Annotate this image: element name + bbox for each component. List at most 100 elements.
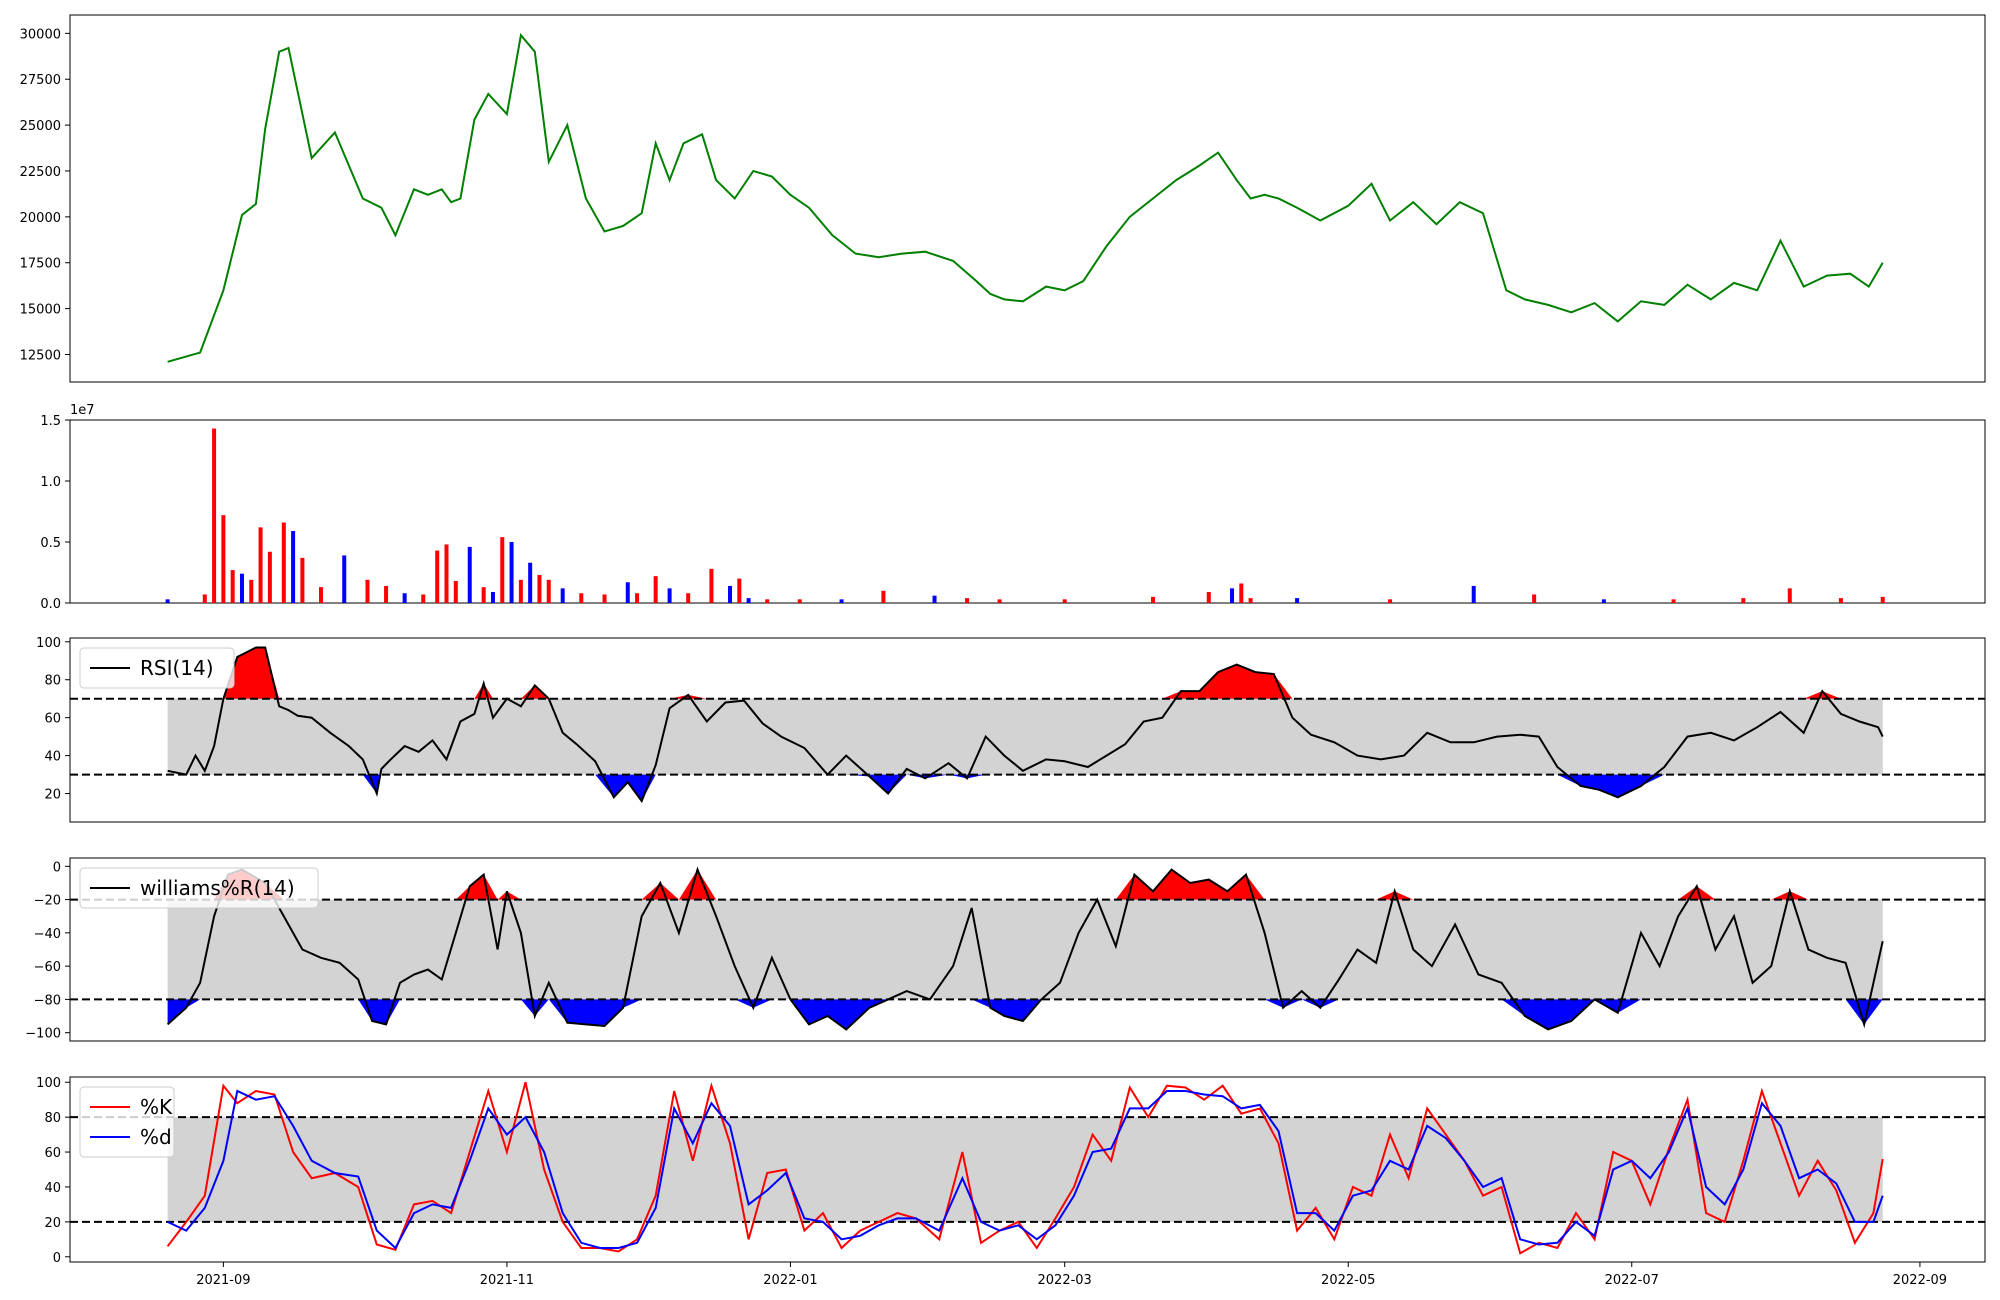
x-tick-label: 2022-07 bbox=[1605, 1273, 1659, 1288]
volume-bar bbox=[709, 568, 714, 603]
legend-box bbox=[79, 647, 235, 689]
volume-bar bbox=[560, 588, 565, 603]
legend-label: %d bbox=[140, 1125, 172, 1149]
rsi-overbought-fill bbox=[167, 647, 1883, 699]
volume-bar bbox=[1741, 598, 1746, 603]
volume-bar bbox=[746, 598, 751, 603]
volume-bar bbox=[291, 531, 296, 603]
volume-bar bbox=[765, 599, 770, 603]
volume-bar bbox=[435, 550, 440, 603]
volume-bar bbox=[509, 542, 514, 603]
4-ytick-label: 100 bbox=[36, 1076, 61, 1091]
williams-oversold-fill bbox=[167, 999, 1883, 1030]
3-ytick-label: 0 bbox=[53, 860, 61, 875]
stochastic-panel-frame bbox=[69, 1076, 1986, 1263]
4-ytick-label: 60 bbox=[44, 1146, 61, 1161]
volume-bar bbox=[737, 578, 742, 603]
3-ytick-label: −100 bbox=[25, 1027, 61, 1042]
volume-bar bbox=[1532, 594, 1537, 603]
volume-bar bbox=[421, 594, 426, 603]
volume-bar bbox=[365, 579, 370, 603]
volume-bar bbox=[267, 551, 272, 603]
volume-bar bbox=[1206, 592, 1211, 603]
3-ytick-label: −60 bbox=[34, 960, 61, 975]
volume-bar bbox=[500, 537, 505, 603]
volume-bar bbox=[249, 579, 254, 603]
legend-label: williams%R(14) bbox=[140, 876, 295, 900]
volume-bar bbox=[402, 593, 407, 603]
stoch-d-line bbox=[167, 1089, 1884, 1250]
volume-bar bbox=[839, 599, 844, 603]
volume-bar bbox=[1295, 598, 1300, 603]
1-ytick-label: 1.5 bbox=[40, 414, 61, 429]
williams-overbought-fill bbox=[167, 869, 1883, 900]
rsi-neutral-band bbox=[167, 698, 1883, 775]
volume-bar bbox=[384, 585, 389, 603]
volume-bar bbox=[932, 595, 937, 603]
4-ytick-label: 40 bbox=[44, 1181, 61, 1196]
williams-panel-frame bbox=[69, 857, 1986, 1042]
x-tick-label: 2022-09 bbox=[1893, 1273, 1947, 1288]
volume-bar bbox=[1062, 599, 1067, 603]
volume-bar bbox=[1471, 585, 1476, 603]
0-ytick-label: 27500 bbox=[20, 73, 61, 88]
volume-bar bbox=[212, 428, 217, 603]
volume-bar bbox=[528, 562, 533, 603]
2-ytick-label: 100 bbox=[36, 636, 61, 651]
2-ytick-label: 60 bbox=[44, 712, 61, 727]
1-ytick-label: 0.0 bbox=[40, 597, 61, 612]
3-ytick-label: −40 bbox=[34, 927, 61, 942]
0-ytick-label: 12500 bbox=[20, 348, 61, 363]
volume-bar bbox=[221, 515, 226, 603]
volume-bar bbox=[258, 527, 263, 603]
0-ytick-label: 17500 bbox=[20, 257, 61, 272]
volume-bar bbox=[467, 546, 472, 603]
volume-bar bbox=[546, 579, 551, 603]
volume-bar bbox=[165, 599, 170, 603]
x-tick-label: 2022-05 bbox=[1321, 1273, 1375, 1288]
rsi-line bbox=[167, 646, 1884, 804]
volume-bar bbox=[481, 587, 486, 603]
volume-bar bbox=[342, 555, 347, 603]
volume-bar bbox=[797, 599, 802, 603]
volume-bar bbox=[537, 574, 542, 603]
volume-bar bbox=[997, 599, 1002, 603]
3-ytick-label: −80 bbox=[34, 993, 61, 1008]
x-tick-label: 2022-01 bbox=[763, 1273, 817, 1288]
volume-bar bbox=[1388, 599, 1393, 603]
volume-bar bbox=[602, 594, 607, 603]
0-ytick-label: 20000 bbox=[20, 211, 61, 226]
volume-bar bbox=[300, 557, 305, 603]
volume-bar bbox=[653, 576, 658, 603]
1-ytick-label: 0.5 bbox=[40, 536, 61, 551]
legend-box bbox=[79, 1086, 175, 1158]
volume-bar bbox=[881, 590, 886, 603]
volume-bar bbox=[444, 544, 449, 603]
rsi-panel-frame bbox=[69, 637, 1986, 823]
2-ytick-label: 80 bbox=[44, 674, 61, 689]
0-ytick-label: 25000 bbox=[20, 119, 61, 134]
volume-bar bbox=[230, 570, 235, 603]
volume-bar bbox=[1248, 598, 1253, 603]
0-ytick-label: 22500 bbox=[20, 165, 61, 180]
price-line bbox=[167, 32, 1884, 363]
legend-box bbox=[79, 867, 319, 909]
1-ytick-label: 1.0 bbox=[40, 475, 61, 490]
volume-bar bbox=[667, 588, 672, 603]
volume-panel-frame bbox=[69, 419, 1986, 604]
x-tick-label: 2022-03 bbox=[1038, 1273, 1092, 1288]
volume-bar bbox=[239, 573, 244, 603]
2-ytick-label: 20 bbox=[44, 788, 61, 803]
volume-offset-label: 1e7 bbox=[70, 403, 95, 418]
volume-bar bbox=[1671, 599, 1676, 603]
volume-bar bbox=[635, 593, 640, 603]
0-ytick-label: 15000 bbox=[20, 303, 61, 318]
volume-bar bbox=[1239, 583, 1244, 603]
4-ytick-label: 0 bbox=[53, 1251, 61, 1266]
volume-bar bbox=[281, 522, 286, 603]
volume-bar bbox=[1838, 598, 1843, 603]
volume-bar bbox=[318, 587, 323, 603]
2-ytick-label: 40 bbox=[44, 750, 61, 765]
volume-bar bbox=[1880, 596, 1885, 603]
volume-bar bbox=[453, 581, 458, 603]
